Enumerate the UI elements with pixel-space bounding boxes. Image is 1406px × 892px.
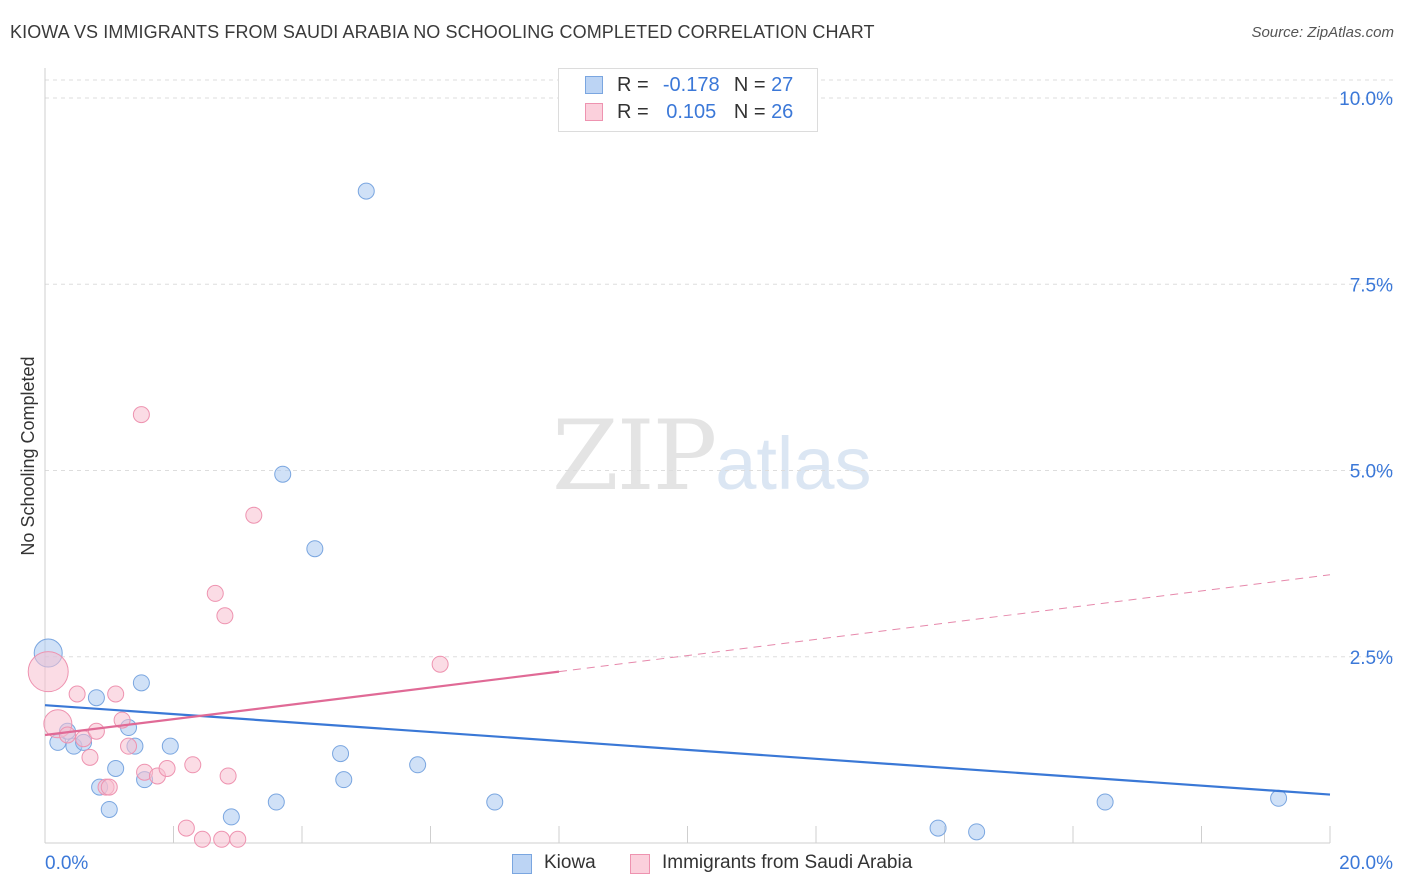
kiowa-trendline: [44, 704, 1331, 796]
saudi-point: [206, 584, 224, 602]
legend-n-value: 27: [771, 74, 794, 96]
watermark-zip: ZIP: [552, 400, 717, 512]
kiowa-point: [306, 540, 324, 558]
legend-n-label: N =: [733, 101, 772, 123]
series-legend-swatch-saudi: [630, 854, 650, 874]
kiowa-point: [100, 800, 118, 818]
kiowa-point: [968, 823, 986, 841]
kiowa-point: [409, 756, 427, 774]
kiowa-point: [87, 689, 105, 707]
saudi-point: [68, 685, 86, 703]
kiowa-point: [1270, 789, 1288, 807]
kiowa-point: [929, 819, 947, 837]
legend-r-value: -0.178: [662, 74, 720, 96]
chart-title: KIOWA VS IMMIGRANTS FROM SAUDI ARABIA NO…: [10, 22, 875, 42]
saudi-point: [27, 651, 69, 693]
y-tick-label: 10.0%: [1339, 89, 1393, 110]
saudi-point: [107, 685, 125, 703]
saudi-point: [219, 767, 237, 785]
saudi-point: [216, 607, 234, 625]
legend-n-value: 26: [771, 101, 794, 123]
legend-r-label: R =: [617, 101, 655, 123]
saudi-point: [184, 756, 202, 774]
saudi-point: [58, 726, 76, 744]
legend-swatch-saudi: [585, 103, 603, 121]
kiowa-point: [1096, 793, 1114, 811]
saudi-point: [100, 778, 118, 796]
legend-r-label: R =: [617, 74, 655, 96]
kiowa-point: [222, 808, 240, 826]
correlation-legend: R = -0.178 N = 27 R = 0.105 N = 26: [558, 68, 818, 132]
kiowa-point: [332, 745, 350, 763]
series-legend-swatch-kiowa: [512, 854, 532, 874]
kiowa-point: [486, 793, 504, 811]
source-note: Source: ZipAtlas.com: [1251, 24, 1394, 41]
kiowa-point: [357, 182, 375, 200]
saudi-point: [213, 830, 231, 848]
saudi-point: [87, 722, 105, 740]
legend-n-label: N =: [733, 74, 772, 96]
kiowa-point: [107, 760, 125, 777]
saudi-point: [229, 830, 247, 848]
x-tick-label: 20.0%: [1339, 853, 1393, 874]
y-tick-label: 7.5%: [1350, 275, 1393, 296]
saudi-point: [177, 819, 195, 837]
saudi-point: [132, 406, 150, 424]
x-tick-label: 0.0%: [45, 853, 88, 874]
saudi-trendline: [44, 670, 560, 737]
saudi-point: [193, 830, 211, 848]
kiowa-point: [274, 465, 292, 483]
saudi-point: [431, 655, 449, 673]
saudi-point: [81, 748, 99, 766]
watermark-atlas: atlas: [715, 422, 872, 505]
kiowa-point: [132, 674, 150, 692]
watermark: ZIPatlas: [552, 400, 872, 512]
series-legend-label-saudi: Immigrants from Saudi Arabia: [662, 852, 913, 873]
legend-r-value: 0.105: [666, 101, 717, 123]
y-tick-label: 2.5%: [1350, 648, 1393, 669]
legend-swatch-kiowa: [585, 76, 603, 94]
kiowa-point: [161, 737, 179, 755]
kiowa-point: [335, 771, 353, 789]
saudi-point: [245, 506, 263, 524]
y-tick-label: 5.0%: [1350, 462, 1393, 483]
series-legend-label-kiowa: Kiowa: [544, 852, 596, 873]
kiowa-point: [267, 793, 285, 811]
y-axis-label: No Schooling Completed: [18, 356, 38, 555]
saudi-point: [158, 760, 176, 777]
saudi-point: [120, 737, 138, 755]
saudi-trendline-extension: [558, 574, 1331, 673]
